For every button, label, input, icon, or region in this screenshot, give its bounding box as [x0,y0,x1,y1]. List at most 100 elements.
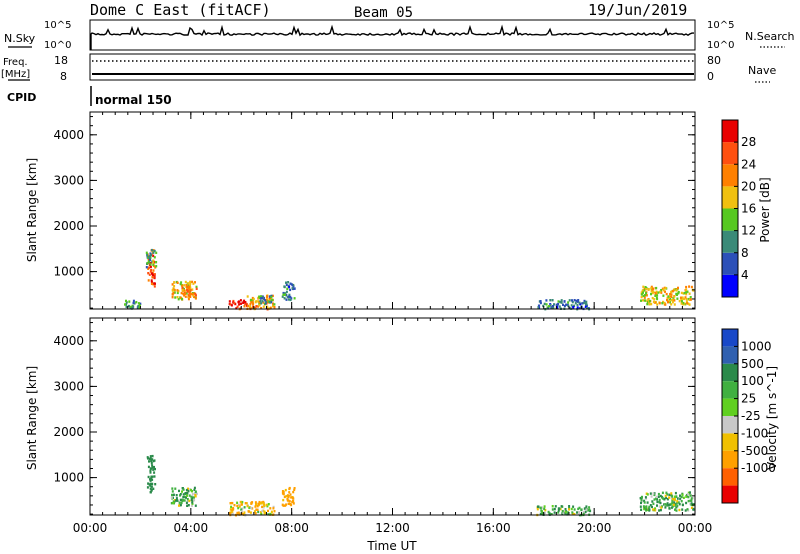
data-cell [673,498,676,502]
data-cell [180,501,183,505]
data-cell [152,269,155,272]
data-cell [155,261,158,264]
data-cell [191,504,193,507]
data-cell [573,508,576,511]
data-cell [152,487,155,490]
data-cell [174,487,177,490]
data-cell [190,498,193,501]
data-cell [173,499,176,502]
data-cell [139,302,142,305]
colorbar-tick-label: -500 [741,444,768,458]
data-cell [171,296,174,299]
data-cell [666,298,668,302]
data-cell [229,508,232,511]
data-cell [676,505,679,508]
data-cell [291,284,294,287]
data-cell [573,299,576,302]
data-cell [272,505,275,509]
data-cell [262,305,265,308]
data-cell [659,494,662,498]
data-cell [556,306,559,309]
data-cell [149,258,152,261]
data-cell [176,296,179,299]
data-cell [187,286,190,290]
data-cell [665,491,668,494]
data-cell [551,505,554,508]
data-cell [680,500,683,503]
velocity-colorbar: 1000 500 100 25 -25 -100 -500 -1000 [721,328,776,504]
data-cell [262,301,265,304]
data-cell [290,496,293,499]
data-cell [138,307,141,310]
data-cell [125,303,128,306]
data-cell [173,500,176,504]
data-cell [240,302,242,305]
data-cell [147,465,150,469]
colorbar-tick-label: -25 [741,409,761,423]
data-cell [557,511,560,514]
data-cell [148,266,151,269]
data-cell [685,293,688,296]
data-cell [193,295,195,299]
data-cell [190,496,193,499]
data-cell [541,506,544,509]
data-cell [665,504,668,507]
data-cell [666,498,669,501]
data-cell [665,292,668,296]
data-cell [252,305,255,309]
data-cell [254,505,257,508]
data-cell [662,294,665,297]
data-cell [537,505,540,508]
data-cell [191,492,194,496]
data-cell [130,306,133,309]
data-cell [181,284,184,287]
data-cell [671,505,674,508]
data-cell [676,500,679,503]
data-cell [588,508,591,511]
colorbar-swatch [722,450,738,469]
data-cell [171,493,173,497]
data-cell [670,298,673,302]
data-cell [188,285,191,288]
data-cell [690,499,693,502]
data-cell [153,465,155,469]
data-cell [245,302,248,306]
data-cell [269,512,272,516]
data-cell [173,291,176,294]
data-cell [659,501,662,505]
x-axis-label: Time UT [366,539,417,553]
data-cell [183,288,186,292]
data-cell [652,508,655,511]
data-cell [547,510,550,514]
data-cell [172,291,175,295]
data-cell [286,499,289,502]
data-cell [185,488,188,492]
data-cell [149,482,152,485]
data-cell [171,283,174,286]
data-cell [682,301,685,305]
data-cell [284,292,287,295]
data-cell [673,288,676,291]
data-cell [287,502,290,505]
data-cell [564,508,567,511]
data-cell [674,508,676,511]
x-tick-label: 08:00 [274,521,309,535]
data-cell [562,511,565,514]
power-plot-frame [89,111,696,310]
data-cell [660,506,663,509]
data-cell [577,300,579,303]
data-cell [148,457,151,460]
data-cell [179,498,182,502]
data-cell [241,500,244,504]
data-cell [676,297,679,300]
data-cell [137,305,140,308]
data-cell [288,293,291,297]
data-cell [662,497,665,500]
data-cell [658,509,661,512]
data-cell [252,297,255,301]
data-cell [150,459,153,463]
data-cell [285,281,287,284]
nsearch-top-tick: 10^5 [707,20,734,31]
data-cell [286,295,289,299]
data-cell [282,291,285,295]
